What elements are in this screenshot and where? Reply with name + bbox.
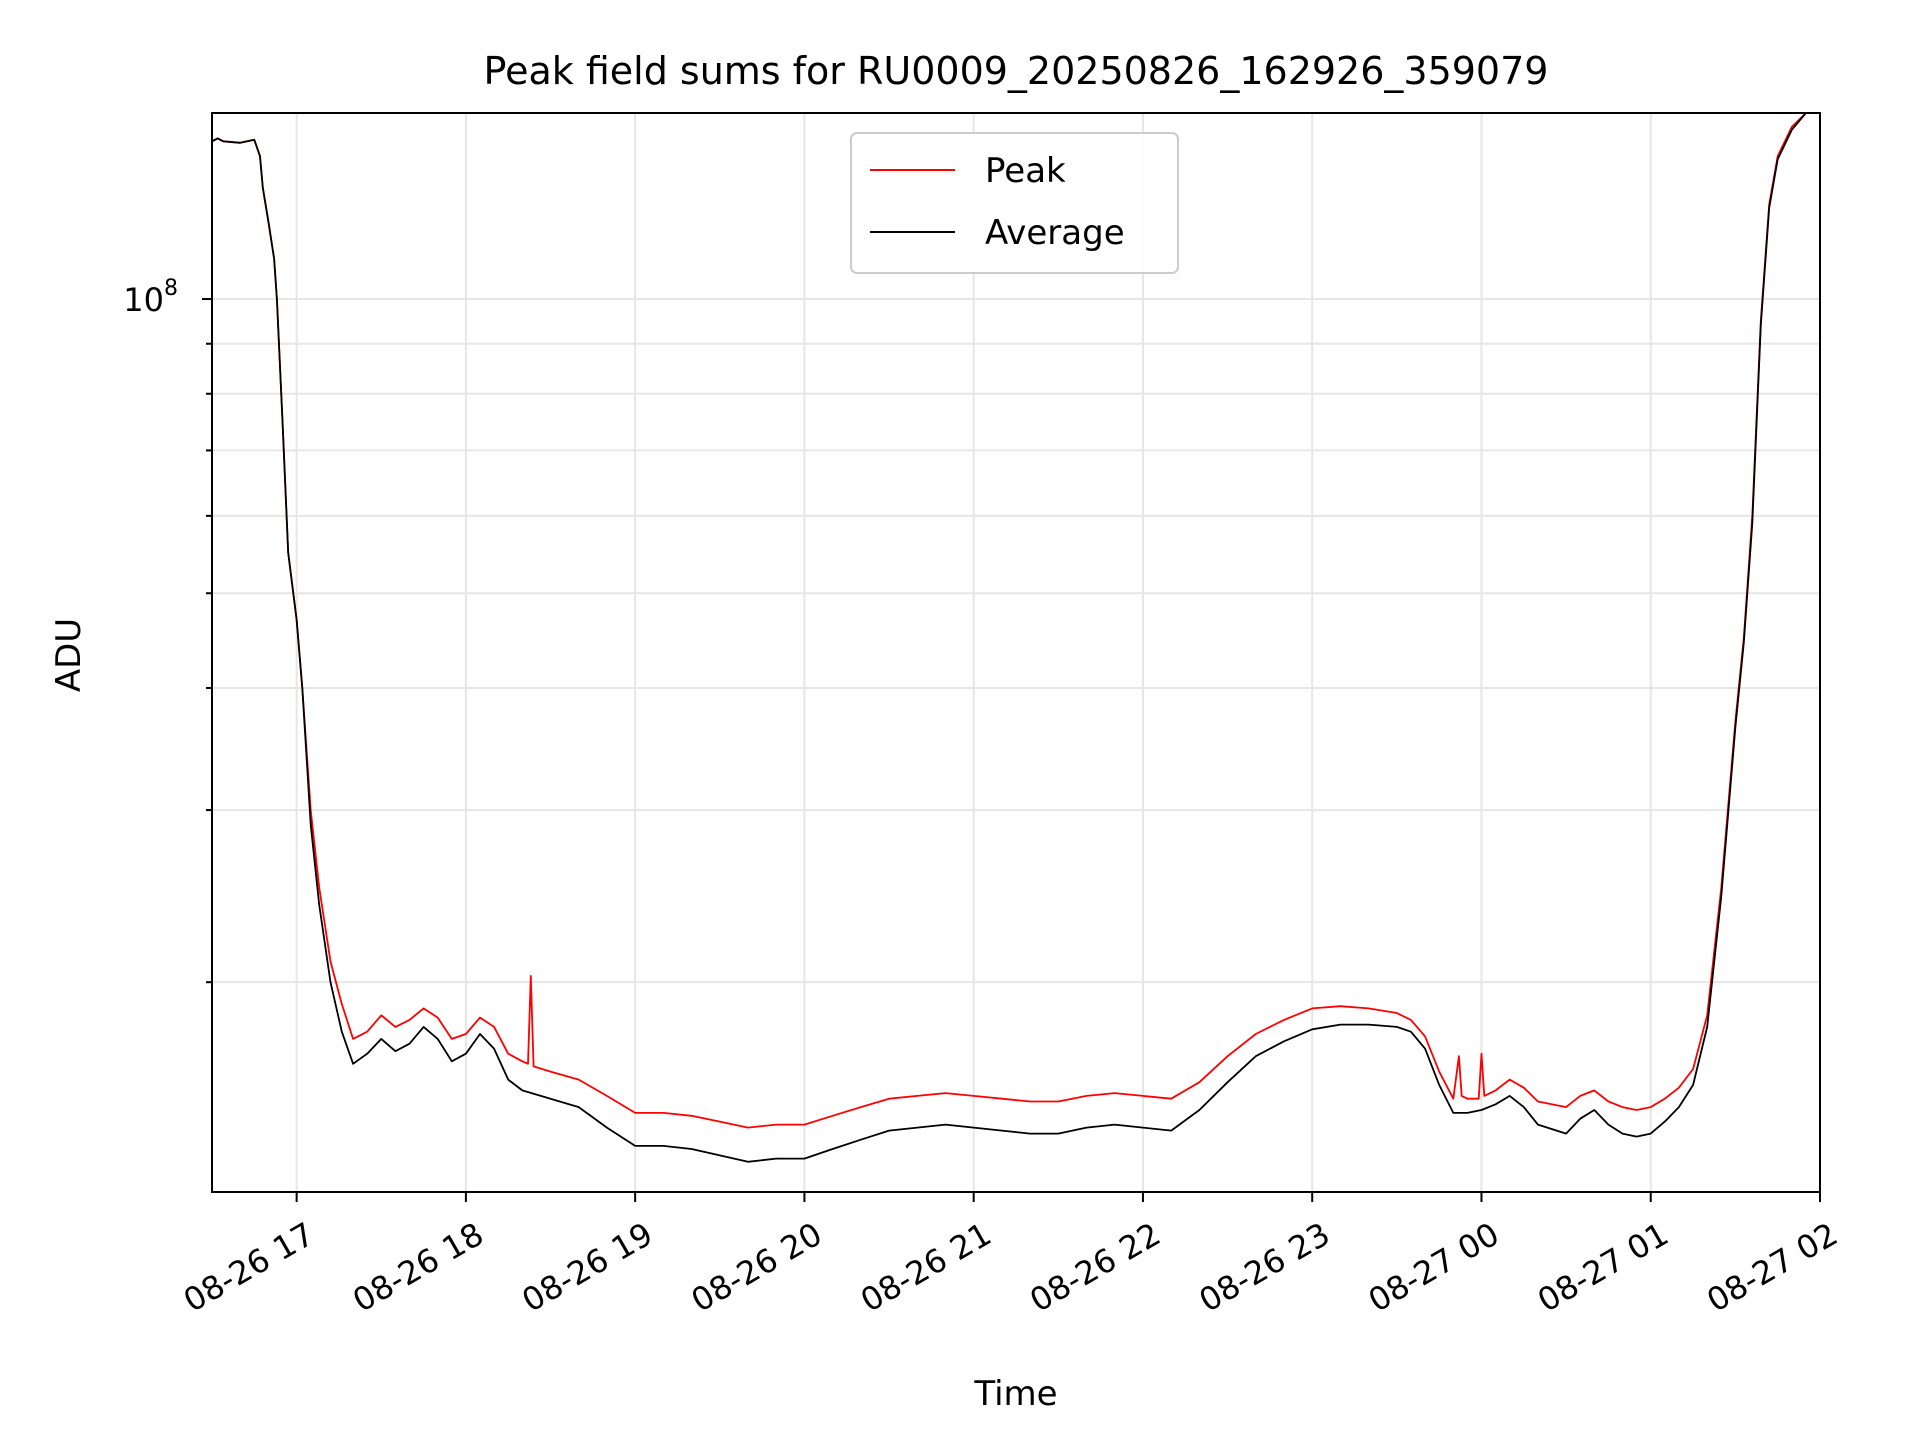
x-axis-label: Time bbox=[973, 1374, 1057, 1414]
series-layer bbox=[212, 113, 1812, 1163]
legend: Peak Average bbox=[850, 132, 1179, 274]
legend-average-label: Average bbox=[985, 213, 1125, 253]
y-axis: 108 bbox=[123, 276, 212, 984]
y-tick-label-1e8: 108 bbox=[123, 276, 178, 319]
y-tick-label-base: 10 bbox=[123, 281, 164, 319]
legend-box bbox=[850, 132, 1179, 274]
y-axis-label: ADU bbox=[49, 618, 89, 692]
plot-frame bbox=[211, 112, 1821, 1193]
series-line-peak bbox=[212, 113, 1812, 1129]
plot-area bbox=[212, 113, 1812, 1163]
legend-peak-label: Peak bbox=[985, 151, 1066, 191]
y-tick-label-exponent: 8 bbox=[164, 276, 178, 301]
series-line-average bbox=[212, 113, 1812, 1163]
chart-title: Peak field sums for RU0009_20250826_1629… bbox=[484, 49, 1549, 93]
